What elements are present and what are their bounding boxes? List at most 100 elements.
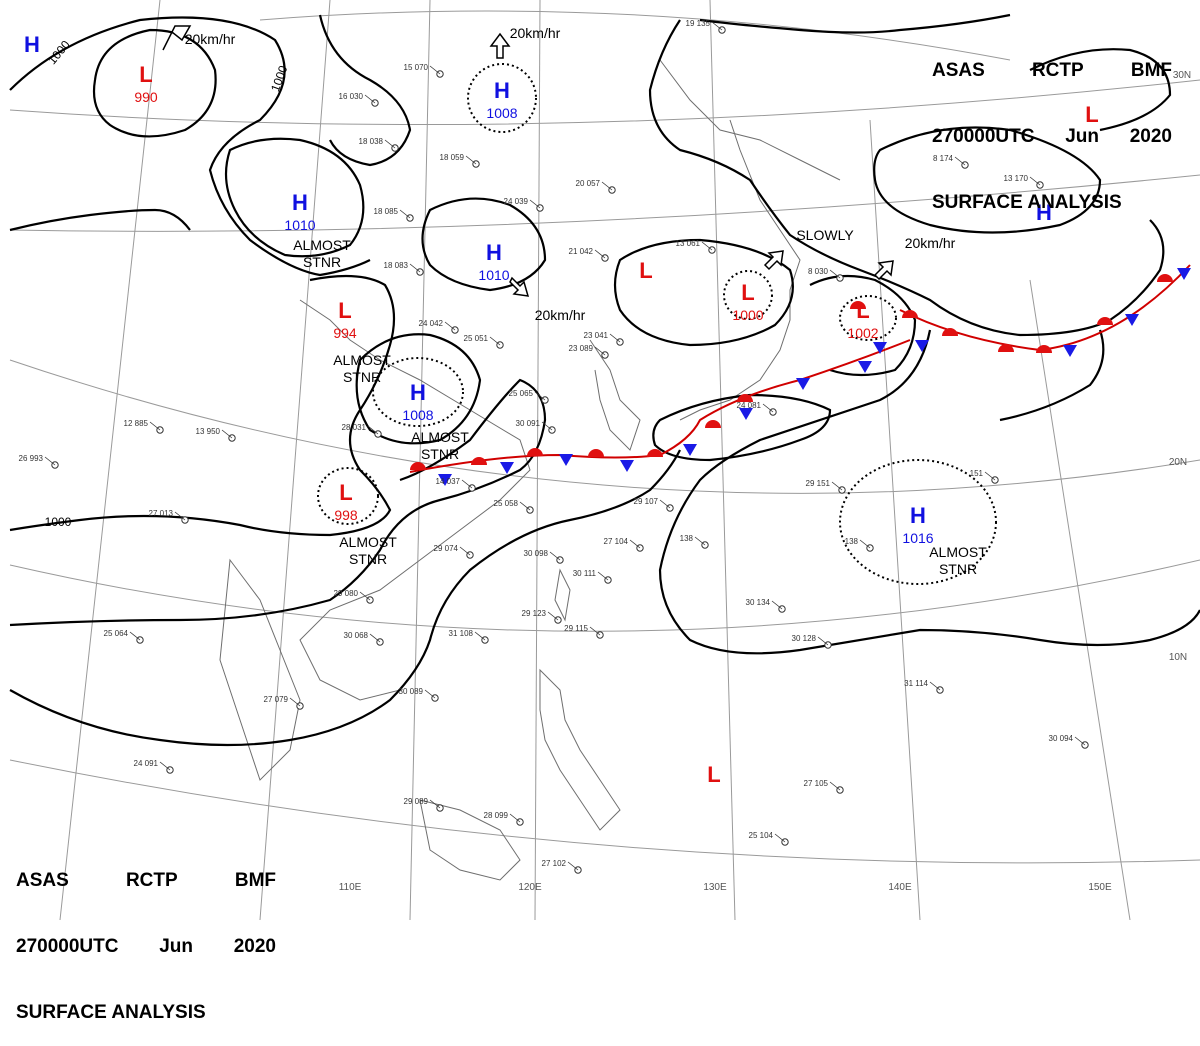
header-office: RCTP: [1031, 60, 1084, 81]
station-readout: 25 051: [464, 334, 489, 343]
station-readout: 23 041: [584, 331, 609, 340]
isobar: [421, 197, 547, 292]
dotted-isobar: [723, 270, 773, 320]
station-plot: 18 038: [359, 137, 399, 152]
station-plot: 25 051: [464, 334, 504, 349]
pressure-value: 1008: [402, 407, 433, 423]
dotted-isobar: [372, 357, 464, 427]
wind-barb: [547, 611, 559, 621]
dotted-isobar: [317, 467, 379, 525]
high-pressure-center: H 1010: [478, 240, 509, 283]
wind-barb: [771, 600, 783, 610]
station-readout: 25 065: [509, 389, 534, 398]
motion-label: SLOWLY: [796, 227, 854, 243]
wind-barb: [459, 546, 471, 556]
station-readout: 138: [680, 534, 694, 543]
wind-barb: [589, 626, 601, 636]
low-symbol: L: [338, 298, 351, 323]
pressure-value: 1016: [902, 530, 933, 546]
coastline-indochina: [219, 558, 301, 781]
station-readout: 29 107: [634, 497, 659, 506]
station-readout: 13 170: [1004, 174, 1029, 183]
station-readout: 16 030: [339, 92, 364, 101]
isobar: [613, 238, 794, 347]
station-plot: 13 170: [1004, 174, 1044, 189]
station-plot: 27 013: [149, 509, 189, 524]
station-readout: 29 074: [434, 544, 459, 553]
station-readout: 29 123: [522, 609, 547, 618]
station-plot: 25 064: [104, 629, 144, 644]
cold-front-triangle: [559, 454, 573, 466]
station-plot: 29 080: [334, 589, 374, 604]
wind-barb: [461, 479, 473, 489]
station-plot: 28 031: [342, 423, 382, 438]
wind-barb: [174, 511, 186, 521]
station-readout: 29 151: [806, 479, 831, 488]
station-readout: 29 089: [404, 797, 429, 806]
pressure-centers: H1008H1010H1010H1008H1016HHL990L994L998L…: [24, 32, 1099, 787]
motion-arrow: [763, 250, 784, 271]
motion-label: 20km/hr: [905, 235, 956, 251]
station-plot: 8 030: [808, 267, 844, 282]
wind-barb: [549, 551, 561, 561]
stationary-note-line: STNR: [343, 369, 381, 385]
station-plot: 138: [845, 537, 874, 552]
high-symbol: H: [910, 503, 926, 528]
station-plot: 25 058: [494, 499, 534, 514]
latitude-line: [9, 359, 1200, 494]
wind-barb: [609, 333, 621, 343]
cold-front-triangle: [796, 378, 810, 390]
station-plot: 24 081: [737, 401, 777, 416]
station-plot: 30 128: [792, 634, 832, 649]
coastline-borneo: [419, 799, 521, 881]
low-pressure-center: L 994: [333, 298, 357, 341]
wind-barb: [831, 481, 843, 491]
cold-front-triangle: [1177, 268, 1191, 280]
isobar: [999, 329, 1105, 422]
warm-front-semicircle: [737, 394, 753, 402]
station-readout: 28 099: [484, 811, 509, 820]
motion-label: 20km/hr: [535, 307, 586, 323]
header-datetime: 270000UTC: [16, 936, 119, 957]
longitude-line: [59, 0, 161, 920]
wind-barb: [429, 65, 441, 75]
dotted-isobar: [839, 459, 997, 585]
station-readout: 21 042: [569, 247, 594, 256]
station-plot: 26 993: [19, 454, 59, 469]
wind-barb: [829, 269, 841, 279]
motion-arrow: [509, 276, 530, 297]
stationary-note: ALMOST STNR: [929, 544, 987, 577]
wind-barb: [509, 813, 521, 823]
warm-front-semicircle: [1097, 317, 1113, 325]
low-symbol: L: [741, 280, 754, 305]
low-symbol: L: [639, 258, 652, 283]
wind-barb: [465, 155, 477, 165]
cold-front-triangle: [1125, 314, 1139, 326]
station-readout: 18 083: [384, 261, 409, 270]
stationary-note-line: ALMOST: [411, 429, 469, 445]
station-plot: 29 123: [522, 609, 562, 624]
cold-front-triangle: [858, 361, 872, 373]
motion-label: 20km/hr: [510, 25, 561, 41]
low-pressure-center: L: [639, 258, 652, 283]
station-readout: 18 059: [440, 153, 465, 162]
low-symbol: L: [139, 62, 152, 87]
wind-barb: [369, 633, 381, 643]
longitude-label: 140E: [888, 882, 912, 893]
station-readout: 31 108: [449, 629, 474, 638]
station-readout: 20 057: [576, 179, 601, 188]
coastline-philippines: [539, 668, 621, 831]
longitude-line: [1029, 279, 1131, 920]
motion-arrow: [873, 260, 894, 281]
station-readout: 13 950: [196, 427, 221, 436]
wind-barb: [1074, 736, 1086, 746]
station-readout: 27 105: [804, 779, 829, 788]
station-plot: 23 089: [569, 344, 609, 359]
header-top: ASAS RCTP BMF 270000UTC Jun 2020 SURFACE…: [932, 16, 1172, 236]
warm-front-semicircle: [527, 448, 543, 456]
station-plot: 27 102: [542, 859, 582, 874]
station-plot: 151: [970, 469, 999, 484]
wind-barb: [529, 199, 541, 209]
warm-front-semicircle: [588, 449, 604, 457]
wind-barb: [429, 799, 441, 809]
